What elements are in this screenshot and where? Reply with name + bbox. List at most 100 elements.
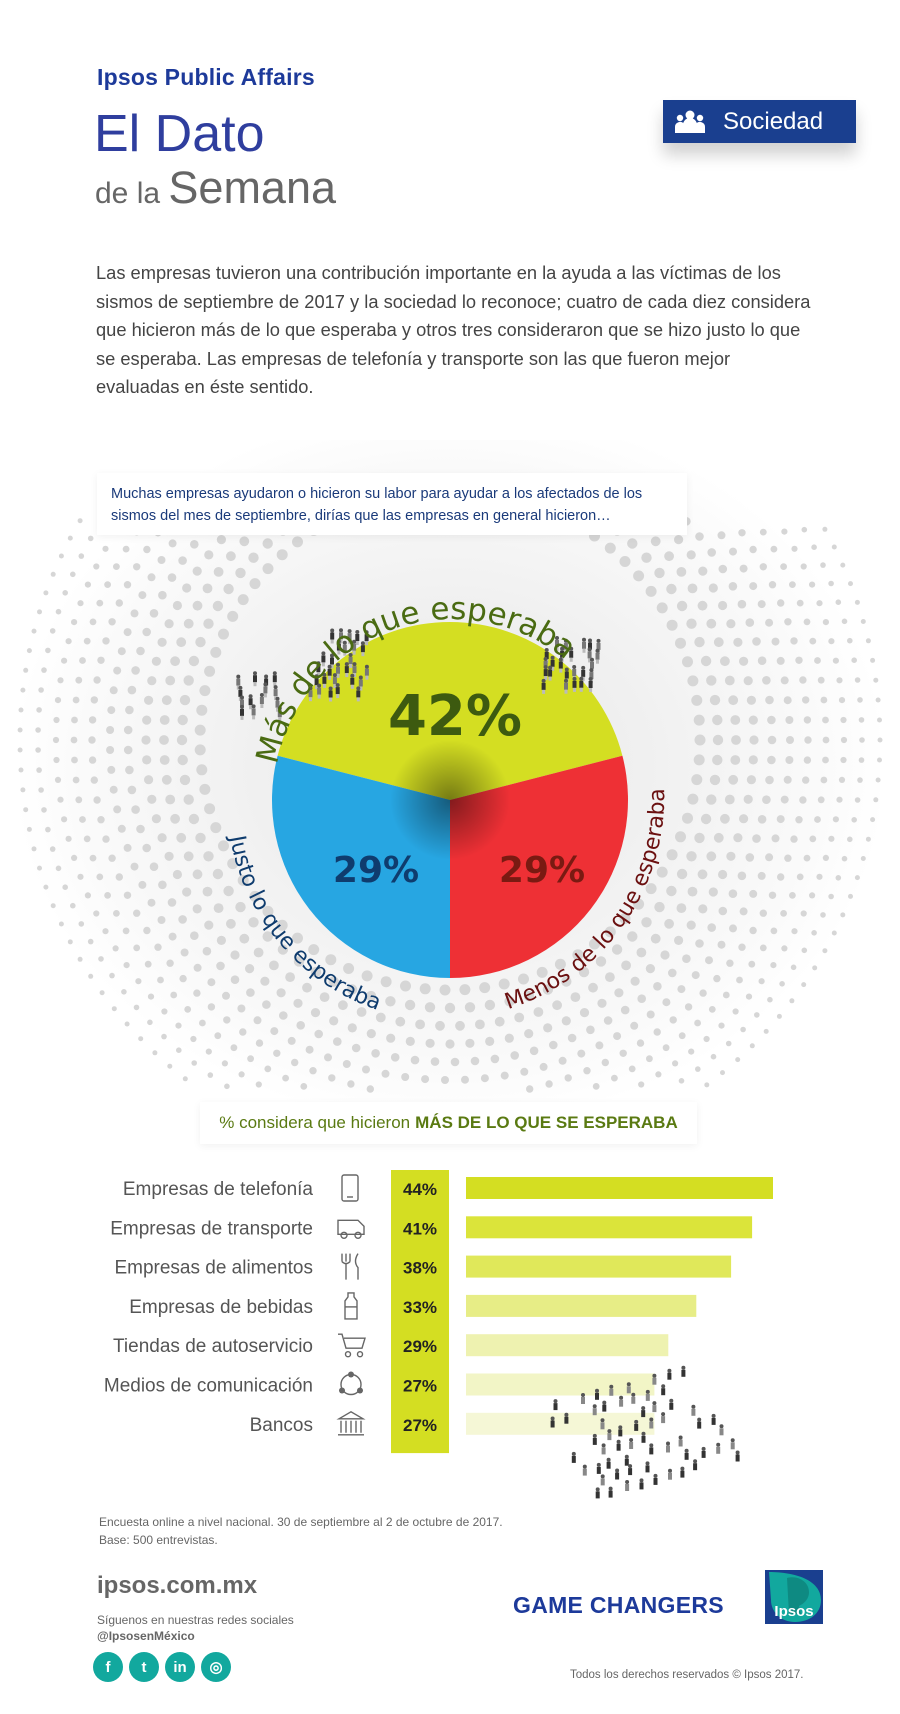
pattern-dot — [518, 973, 529, 985]
social-handle[interactable]: @IpsosenMéxico — [97, 1629, 195, 1643]
pattern-dot — [191, 1060, 197, 1066]
pattern-dot — [746, 695, 757, 705]
pattern-dot — [444, 1002, 456, 1014]
pattern-dot — [601, 1058, 609, 1067]
pattern-dot — [790, 964, 797, 971]
person-figure — [355, 641, 359, 645]
pattern-dot — [817, 796, 825, 804]
person-figure — [332, 673, 337, 678]
pattern-dot — [441, 1076, 449, 1084]
pattern-dot — [865, 836, 871, 842]
center-shadow — [390, 740, 510, 860]
pattern-dot — [729, 547, 737, 556]
person-figure — [251, 708, 256, 716]
pattern-dot — [796, 873, 804, 881]
bar — [466, 1412, 655, 1435]
pattern-dot — [674, 935, 684, 946]
pattern-dot — [65, 638, 72, 645]
pattern-dot — [674, 535, 684, 545]
pattern-dot — [854, 875, 860, 881]
pattern-dot — [851, 817, 857, 823]
pattern-dot — [210, 822, 222, 834]
linkedin-icon[interactable]: in — [165, 1652, 195, 1682]
pattern-dot — [859, 737, 865, 743]
pattern-dot — [812, 965, 818, 971]
person-figure — [645, 1461, 650, 1466]
pattern-dot — [55, 608, 62, 615]
pattern-dot — [292, 536, 303, 548]
pattern-dot — [109, 686, 118, 695]
pattern-dot — [170, 813, 181, 824]
person-figure — [263, 682, 268, 687]
pattern-dot — [709, 694, 721, 706]
person-figure — [322, 672, 327, 677]
person-figure — [609, 1384, 614, 1389]
facebook-icon[interactable]: f — [93, 1652, 123, 1682]
website-link[interactable]: ipsos.com.mx — [97, 1572, 258, 1599]
copyright: Todos los derechos reservados © Ipsos 20… — [570, 1669, 804, 1681]
pattern-dot — [170, 656, 181, 667]
person-figure — [544, 676, 548, 681]
pattern-dot — [190, 540, 199, 549]
pattern-dot — [366, 1029, 376, 1039]
pattern-dot — [748, 715, 758, 725]
subtitle-small: de la — [95, 177, 161, 210]
person-figure — [641, 1431, 646, 1436]
pattern-dot — [147, 898, 156, 907]
pattern-dot — [763, 1028, 769, 1034]
dot-pattern — [17, 514, 883, 1093]
pattern-dot — [123, 891, 132, 899]
pattern-dot — [645, 585, 657, 597]
bar-category-label: Bancos — [250, 1415, 313, 1436]
pattern-dot — [579, 1008, 590, 1018]
pattern-dot — [877, 717, 882, 723]
pattern-dot — [724, 675, 735, 686]
pattern-dot — [737, 599, 747, 609]
person-figure — [236, 678, 241, 686]
pattern-dot — [291, 1058, 299, 1067]
pattern-dot — [202, 946, 212, 956]
person-figure — [321, 655, 326, 663]
pattern-dot — [207, 978, 216, 987]
person-figure — [592, 1437, 597, 1445]
pattern-dot — [720, 1070, 725, 1076]
pattern-dot — [135, 978, 142, 985]
bar — [466, 1177, 773, 1199]
pattern-dot — [404, 999, 416, 1011]
pattern-dot — [542, 984, 554, 995]
pattern-dot — [816, 873, 823, 880]
person-figure — [625, 1484, 630, 1491]
pattern-dot — [707, 548, 716, 557]
pattern-dot — [72, 696, 80, 704]
twitter-icon[interactable]: t — [129, 1652, 159, 1682]
person-figure — [564, 671, 569, 679]
pattern-dot — [117, 647, 126, 656]
pattern-dot — [743, 676, 753, 686]
person-figure — [582, 648, 586, 653]
pattern-dot — [79, 657, 86, 664]
pattern-dot — [765, 618, 774, 627]
pattern-dot — [803, 716, 812, 724]
pattern-dot — [822, 619, 830, 626]
pattern-dot — [107, 765, 116, 774]
pattern-dot — [178, 556, 187, 565]
pattern-dot — [20, 787, 26, 793]
person-figure — [661, 1388, 666, 1396]
person-figure — [581, 669, 586, 677]
pattern-dot — [255, 1081, 262, 1088]
instagram-icon[interactable]: ◎ — [201, 1652, 231, 1682]
pattern-dot — [430, 1057, 440, 1066]
person-figure — [624, 1458, 629, 1466]
pattern-dot — [93, 676, 101, 684]
person-figure — [569, 657, 573, 662]
pattern-dot — [26, 826, 32, 832]
pattern-dot — [710, 1053, 717, 1060]
bar-category-label: Empresas de transporte — [110, 1218, 313, 1239]
pattern-dot — [700, 655, 712, 667]
pattern-dot — [108, 618, 116, 626]
person-figure — [616, 1443, 621, 1451]
person-figure — [649, 1421, 654, 1429]
pattern-dot — [157, 833, 167, 843]
pattern-dot — [182, 583, 192, 593]
pattern-dot — [18, 707, 24, 713]
